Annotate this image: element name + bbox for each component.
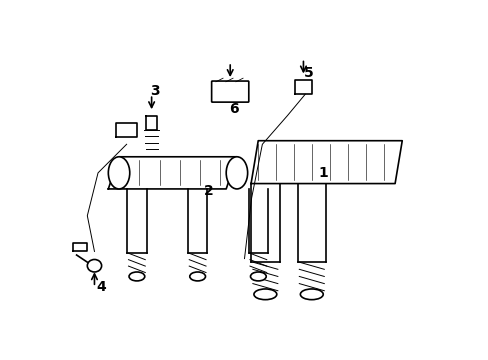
Text: 1: 1 bbox=[318, 166, 327, 180]
Ellipse shape bbox=[250, 272, 265, 281]
Text: 4: 4 bbox=[97, 280, 106, 294]
Ellipse shape bbox=[253, 289, 276, 300]
Text: 5: 5 bbox=[304, 66, 313, 80]
Ellipse shape bbox=[226, 157, 247, 189]
FancyBboxPatch shape bbox=[211, 81, 248, 102]
Ellipse shape bbox=[108, 157, 129, 189]
Text: 6: 6 bbox=[228, 102, 238, 116]
Text: 2: 2 bbox=[203, 184, 213, 198]
Ellipse shape bbox=[189, 272, 205, 281]
Text: 3: 3 bbox=[150, 84, 160, 98]
Ellipse shape bbox=[300, 289, 323, 300]
Ellipse shape bbox=[129, 272, 144, 281]
Ellipse shape bbox=[446, 289, 469, 300]
Polygon shape bbox=[250, 141, 402, 184]
Polygon shape bbox=[108, 157, 237, 189]
Ellipse shape bbox=[87, 260, 102, 272]
